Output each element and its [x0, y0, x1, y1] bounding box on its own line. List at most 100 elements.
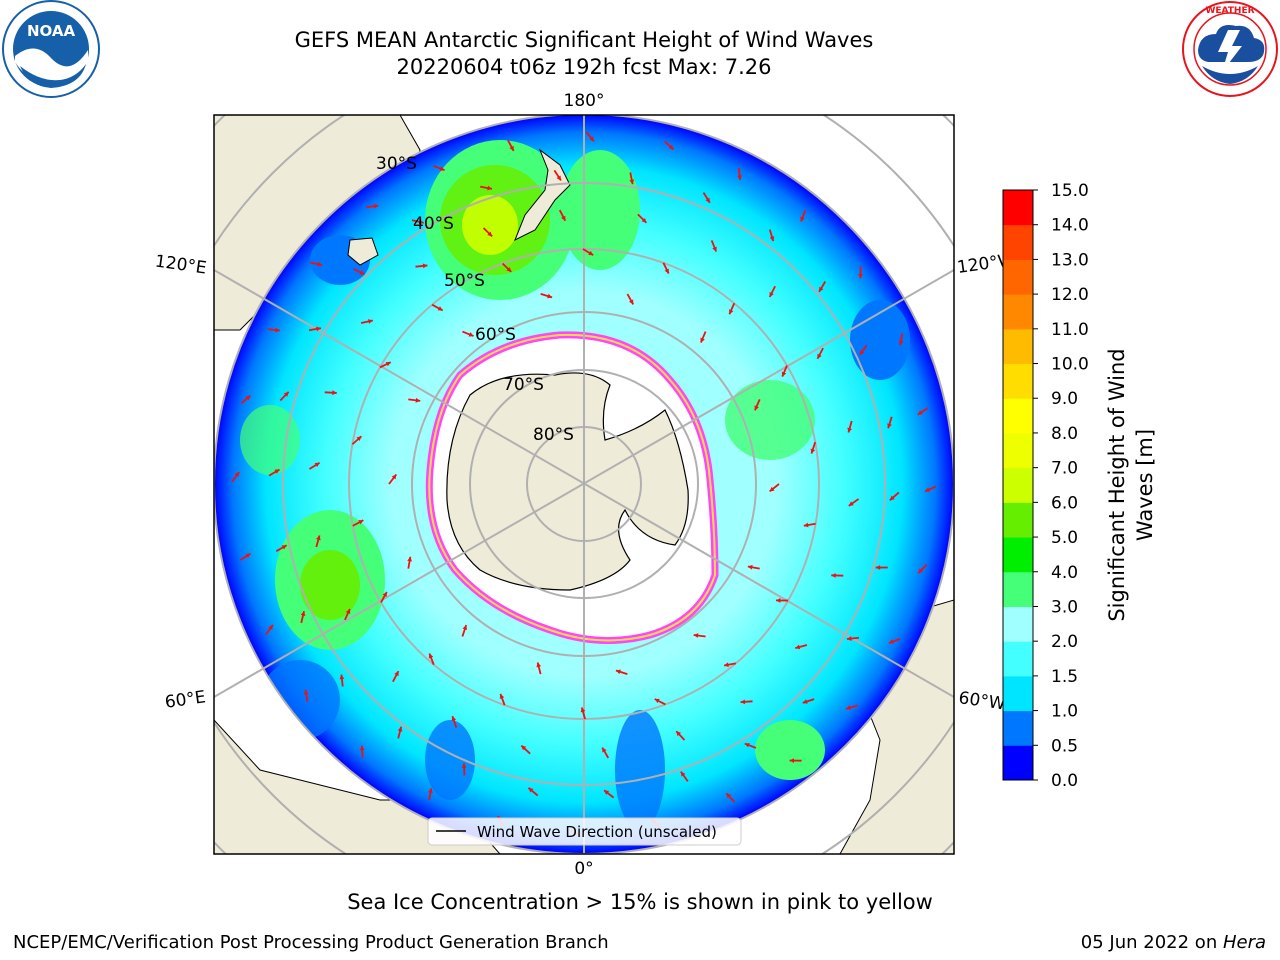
lat-label-50s: 50°S: [444, 271, 485, 291]
wave-arrow-head: [724, 662, 729, 668]
colorbar-segment: [1003, 294, 1033, 330]
wave-arrow-head: [317, 261, 323, 267]
wave-arrow-head: [628, 299, 634, 305]
wave-arrow-head: [345, 608, 351, 614]
footer-host: Hera: [1222, 932, 1266, 953]
wave-arrow-head: [789, 758, 795, 763]
nws-logo-icon: WEATHER: [1182, 1, 1278, 97]
colorbar-segment: [1003, 259, 1033, 295]
wave-arrow-head: [712, 246, 717, 252]
wave-arrow-head: [800, 216, 805, 222]
colorbar-tick-label: 0.5: [1051, 736, 1078, 756]
wave-arrow-head: [547, 293, 553, 299]
wave-arrow-head: [561, 215, 566, 221]
wave-arrow-head: [776, 598, 781, 603]
wave-arrow-head: [339, 674, 345, 680]
wave-arrow-head: [394, 671, 399, 677]
wave-arrow-head: [391, 474, 397, 480]
wave-arrow-head: [737, 175, 743, 180]
lat-label-60s: 60°S: [475, 325, 516, 345]
wave-arrow-head: [831, 573, 836, 578]
wave-arrow-head: [359, 745, 365, 751]
wave-arrow-head: [407, 556, 412, 562]
wave-arrow-head: [887, 423, 892, 429]
footer-date: 05 Jun 2022 on Hera: [1081, 932, 1266, 953]
wave-arrow-head: [769, 486, 775, 492]
colorbar-tick-label: 4.0: [1051, 563, 1078, 583]
wave-arrow-head: [680, 771, 686, 777]
wave-arrow-head: [359, 270, 365, 275]
wave-arrow-head: [303, 689, 309, 695]
colorbar-tick-label: 5.0: [1051, 528, 1078, 548]
wave-arrow-head: [754, 405, 759, 411]
colorbar-tick-label: 11.0: [1051, 320, 1089, 340]
colorbar-segment: [1003, 328, 1033, 365]
wave-arrow-head: [604, 790, 610, 795]
wave-arrow-head: [641, 217, 647, 223]
wave-arrow-head: [314, 462, 320, 468]
wave-arrow-head: [451, 716, 457, 722]
wave-arrow-head: [728, 309, 734, 315]
colorbar-tick-label: 9.0: [1051, 389, 1078, 409]
colorbar-tick-label: 0.0: [1051, 771, 1078, 791]
wave-arrow-head: [300, 611, 306, 617]
wave-arrow-head: [817, 353, 822, 359]
colorbar: 0.0 0.5 1.0 1.5 2.0 3.0 4.0 5.0 6.0 7.0 8.0 9.0 10.0…: [1002, 181, 1089, 791]
colorbar-tick-label: 15.0: [1051, 181, 1089, 201]
wave-arrow-head: [846, 705, 852, 710]
colorbar-segment: [1003, 190, 1033, 226]
tasmania-land: [347, 237, 379, 266]
colorbar-tick-label: 6.0: [1051, 493, 1078, 513]
wave-arrow-head: [528, 787, 534, 793]
wave-arrow-head: [245, 395, 251, 401]
wave-arrow-head: [283, 391, 289, 397]
footer-date-text: 05 Jun 2022 on: [1080, 932, 1223, 953]
wave-arrow-head: [418, 219, 424, 225]
map-legend: Wind Wave Direction (unscaled): [427, 817, 742, 846]
colorbar-tick-label: 1.0: [1051, 702, 1078, 722]
wave-arrow-head: [602, 747, 607, 753]
wave-arrow-head: [556, 175, 561, 181]
wave-arrow-head: [397, 726, 403, 732]
colorbar-segment: [1003, 606, 1033, 642]
wave-arrow-head: [615, 669, 621, 675]
wave-arrow-head: [316, 326, 321, 332]
wave-arrow-head: [428, 653, 434, 659]
wave-arrow-head: [422, 263, 428, 269]
lat-label-70s: 70°S: [503, 375, 544, 395]
wave-arrow-head: [275, 327, 280, 333]
wave-arrow-head: [415, 397, 421, 403]
lon-label-60e: 60°E: [164, 687, 207, 712]
wave-arrow-head: [668, 144, 674, 150]
colorbar-label-line2: Waves [m]: [1133, 429, 1157, 541]
colorbar-segment: [1003, 363, 1033, 399]
noaa-logo-icon: NOAA: [2, 0, 100, 98]
wave-arrow-head: [744, 742, 750, 748]
colorbar-segment: [1003, 224, 1033, 260]
wave-arrow-head: [917, 410, 923, 415]
wave-arrow-head: [918, 568, 923, 574]
wave-arrow-head: [848, 501, 854, 506]
wave-arrow-head: [281, 545, 287, 550]
wave-arrow-head: [234, 472, 240, 477]
wave-arrow-head: [888, 639, 894, 644]
wave-arrow-head: [859, 349, 865, 355]
wave-arrow-head: [461, 763, 467, 768]
svg-text:WEATHER: WEATHER: [1205, 6, 1254, 16]
wave-arrow-head: [274, 469, 280, 474]
wave-arrow-head: [509, 145, 514, 151]
wave-arrow-head: [693, 633, 699, 638]
page-subtitle: 20220604 t06z 192h fcst Max: 7.26: [396, 55, 772, 79]
wave-arrow-head: [521, 745, 527, 751]
wave-arrow-head: [356, 436, 362, 441]
colorbar-segment: [1003, 571, 1033, 607]
colorbar-tick-label: 10.0: [1051, 355, 1089, 375]
wind-wave-arrows: [231, 131, 937, 837]
wave-arrow-head: [769, 236, 775, 242]
wave-arrow-head: [726, 793, 732, 799]
lon-label-180: 180°: [564, 91, 605, 111]
legend-label: Wind Wave Direction (unscaled): [477, 823, 717, 841]
lat-label-30s: 30°S: [376, 154, 417, 174]
wave-arrow-head: [925, 487, 931, 492]
